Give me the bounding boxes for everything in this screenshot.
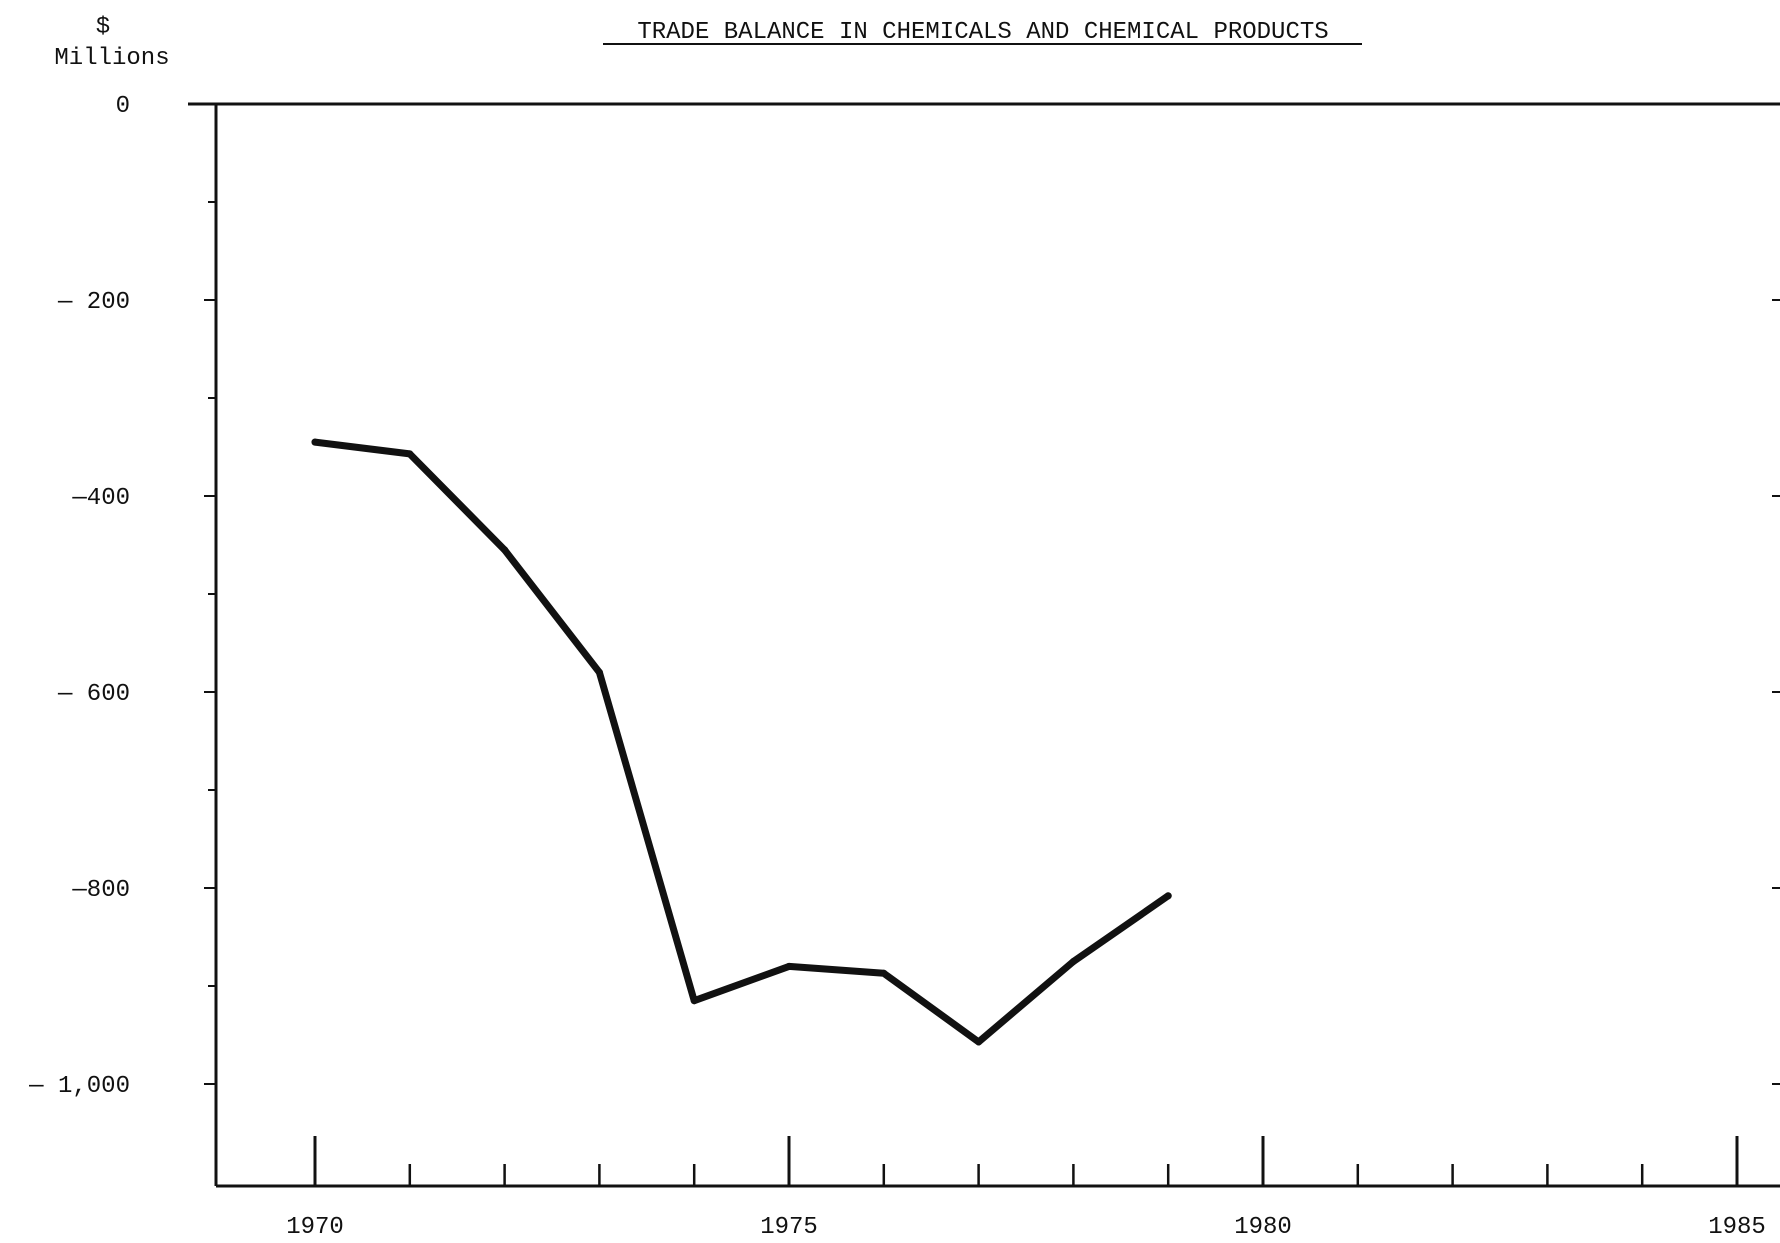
data-point bbox=[406, 450, 413, 457]
ticks-group bbox=[204, 104, 1780, 1186]
data-point bbox=[1070, 958, 1077, 965]
y-axis-unit-label: Millions bbox=[54, 45, 169, 72]
data-point bbox=[312, 439, 319, 446]
data-point bbox=[975, 1038, 982, 1045]
y-tick-label: —800 bbox=[71, 877, 130, 904]
y-tick-label: 0 bbox=[116, 93, 130, 120]
chart-title: TRADE BALANCE IN CHEMICALS AND CHEMICAL … bbox=[637, 19, 1328, 46]
y-tick-label: — 600 bbox=[57, 681, 130, 708]
series-layer bbox=[312, 439, 1172, 1046]
y-tick-label: — 1,000 bbox=[28, 1073, 130, 1100]
data-point bbox=[501, 546, 508, 553]
x-tick-label: 1980 bbox=[1234, 1214, 1292, 1238]
data-point bbox=[596, 669, 603, 676]
y-tick-label: — 200 bbox=[57, 289, 130, 316]
data-point bbox=[1165, 892, 1172, 899]
axes-group bbox=[188, 104, 1780, 1186]
x-tick-label: 1985 bbox=[1708, 1214, 1766, 1238]
x-tick-label: 1970 bbox=[286, 1214, 344, 1238]
series-line bbox=[315, 442, 1168, 1042]
tick-labels-group: 0 — 200 —400 — 600 —800 — 1,000 1970 1975 1980 19… bbox=[28, 93, 1766, 1238]
data-point bbox=[691, 997, 698, 1004]
data-point bbox=[786, 963, 793, 970]
data-point bbox=[880, 970, 887, 977]
x-tick-label: 1975 bbox=[760, 1214, 818, 1238]
y-axis-currency-label: $ bbox=[96, 14, 110, 41]
y-tick-label: —400 bbox=[71, 485, 130, 512]
